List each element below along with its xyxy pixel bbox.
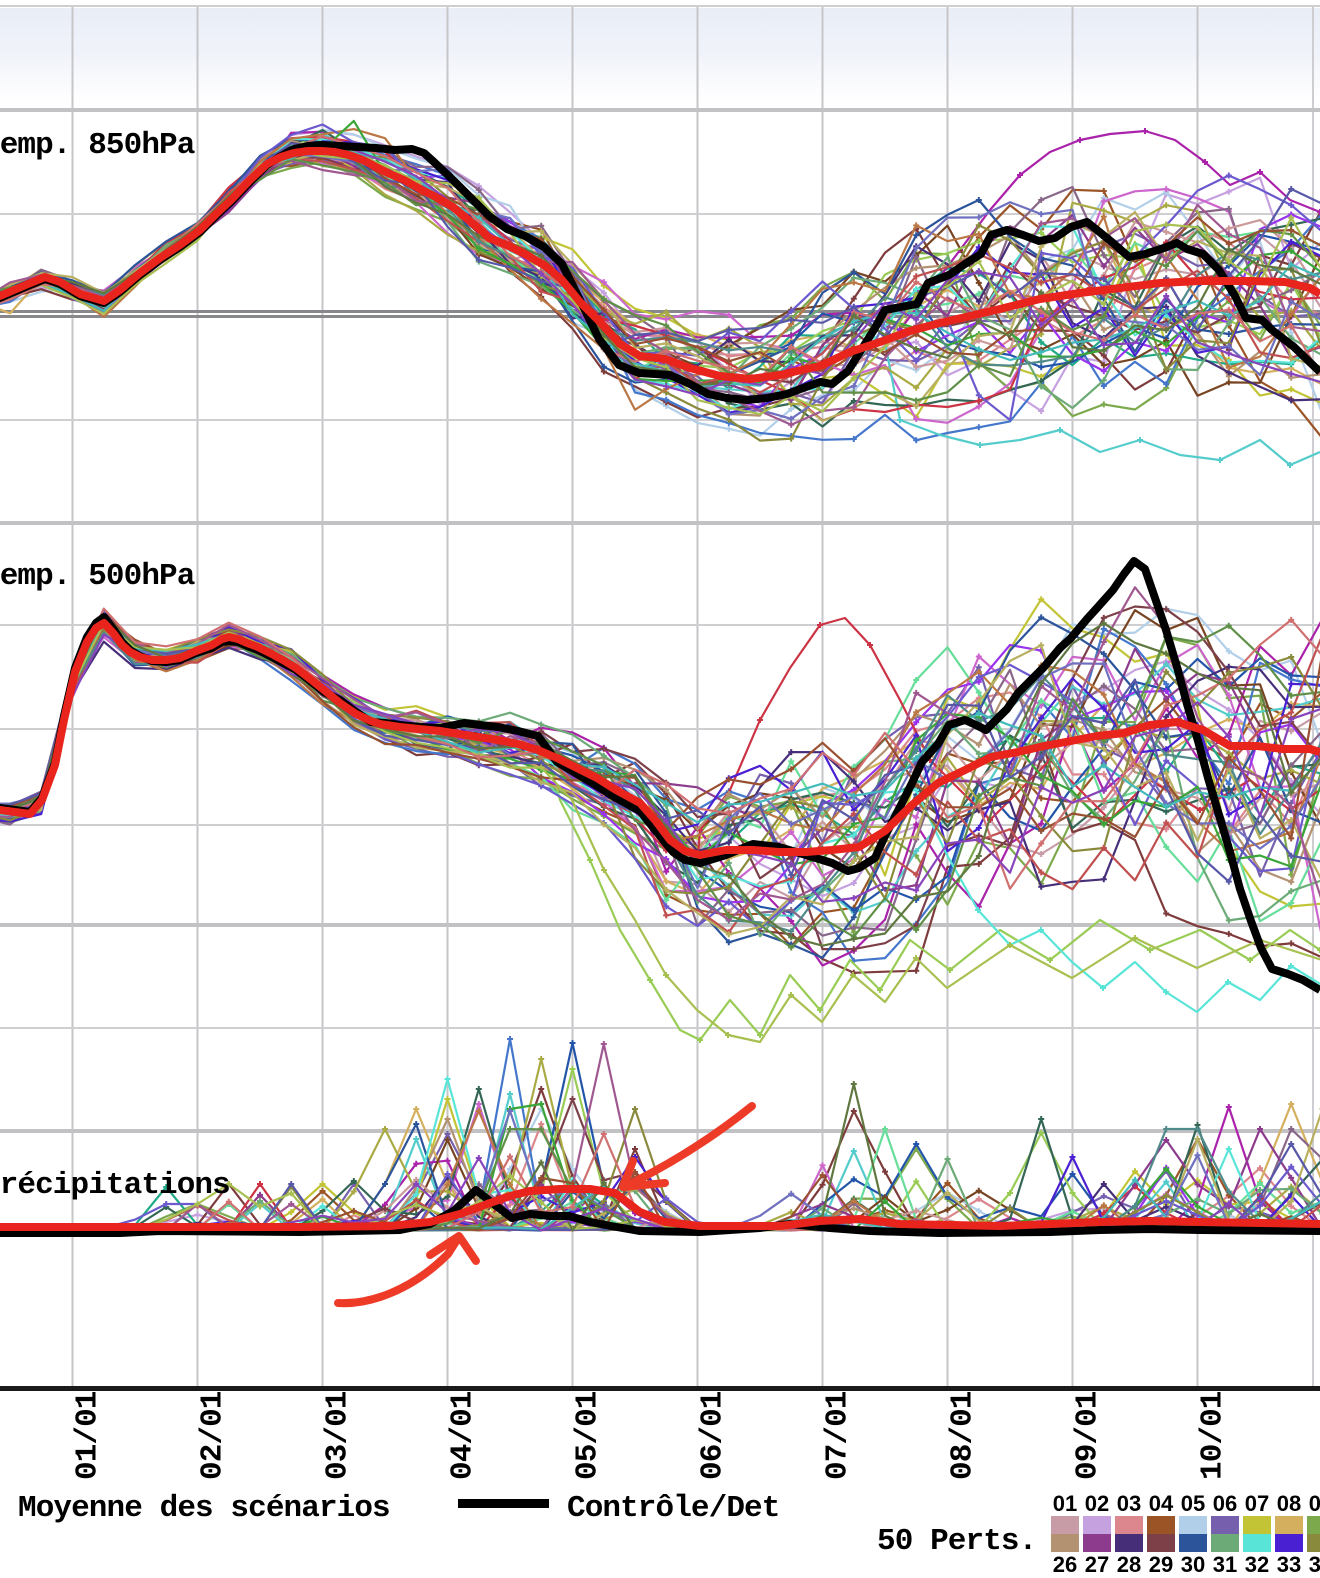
svg-text:30: 30 [1181, 1552, 1205, 1577]
svg-text:50 Perts.: 50 Perts. [877, 1524, 1036, 1559]
svg-text:Précipitations: Précipitations [0, 1168, 230, 1203]
svg-text:09/01: 09/01 [1071, 1391, 1106, 1480]
svg-text:07/01: 07/01 [821, 1391, 856, 1480]
svg-text:10/01: 10/01 [1196, 1391, 1231, 1480]
svg-text:26: 26 [1053, 1552, 1077, 1577]
svg-text:06: 06 [1213, 1491, 1237, 1516]
svg-text:02: 02 [1085, 1491, 1109, 1516]
svg-text:Temp. 500hPa: Temp. 500hPa [0, 559, 195, 594]
svg-text:03/01: 03/01 [321, 1391, 356, 1480]
svg-text:03: 03 [1117, 1491, 1141, 1516]
svg-text:01/01: 01/01 [71, 1391, 106, 1480]
svg-text:Contrôle/Det: Contrôle/Det [567, 1491, 779, 1526]
svg-text:27: 27 [1085, 1552, 1109, 1577]
svg-text:Temp. 850hPa: Temp. 850hPa [0, 128, 195, 163]
svg-text:09: 09 [1309, 1491, 1320, 1516]
svg-text:05: 05 [1181, 1491, 1205, 1516]
svg-text:33: 33 [1277, 1552, 1301, 1577]
svg-text:29: 29 [1149, 1552, 1173, 1577]
svg-text:06/01: 06/01 [696, 1391, 731, 1480]
svg-text:32: 32 [1245, 1552, 1269, 1577]
svg-text:04: 04 [1149, 1491, 1174, 1516]
svg-text:28: 28 [1117, 1552, 1141, 1577]
svg-text:31: 31 [1213, 1552, 1237, 1577]
svg-text:02/01: 02/01 [196, 1391, 231, 1480]
svg-text:01: 01 [1053, 1491, 1077, 1516]
svg-text:04/01: 04/01 [446, 1391, 481, 1480]
svg-text:Moyenne des scénarios: Moyenne des scénarios [18, 1491, 390, 1526]
svg-text:34: 34 [1309, 1552, 1320, 1577]
svg-text:05/01: 05/01 [571, 1391, 606, 1480]
svg-text:08: 08 [1277, 1491, 1301, 1516]
svg-text:07: 07 [1245, 1491, 1269, 1516]
svg-text:08/01: 08/01 [946, 1391, 981, 1480]
